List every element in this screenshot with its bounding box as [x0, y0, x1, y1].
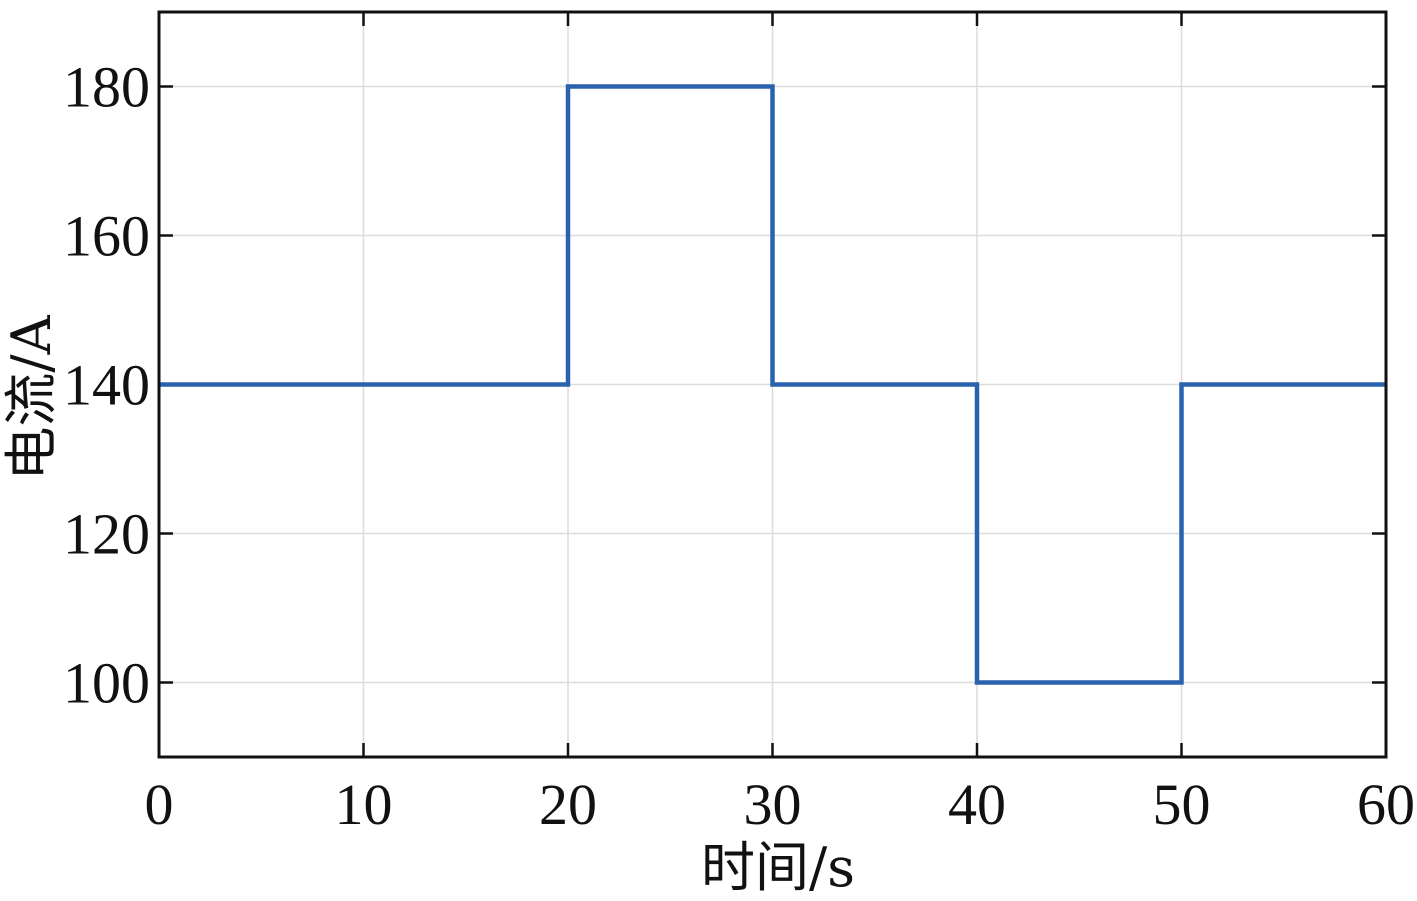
data-series — [159, 84, 1386, 685]
x-tick-label: 60 — [1357, 772, 1415, 837]
x-tick-label: 0 — [145, 772, 174, 837]
y-axis-title: 电流/A — [0, 314, 63, 480]
x-tick-label: 20 — [539, 772, 597, 837]
x-tick-label: 40 — [948, 772, 1006, 837]
y-tick-labels: 100 120 140 160 180 — [63, 55, 150, 716]
x-tick-label: 30 — [744, 772, 802, 837]
y-tick-label: 160 — [63, 204, 150, 269]
plot-frame — [157, 10, 1388, 759]
y-tick-label: 180 — [63, 55, 150, 120]
x-axis-title: 时间/s — [701, 836, 855, 899]
x-tick-label: 10 — [335, 772, 393, 837]
y-tick-label: 100 — [63, 651, 150, 716]
y-tick-label: 120 — [63, 502, 150, 567]
x-tick-labels: 0 10 20 30 40 50 60 — [145, 772, 1416, 837]
current-series-line — [159, 84, 1386, 685]
y-tick-label: 140 — [63, 353, 150, 418]
x-tick-label: 50 — [1153, 772, 1211, 837]
